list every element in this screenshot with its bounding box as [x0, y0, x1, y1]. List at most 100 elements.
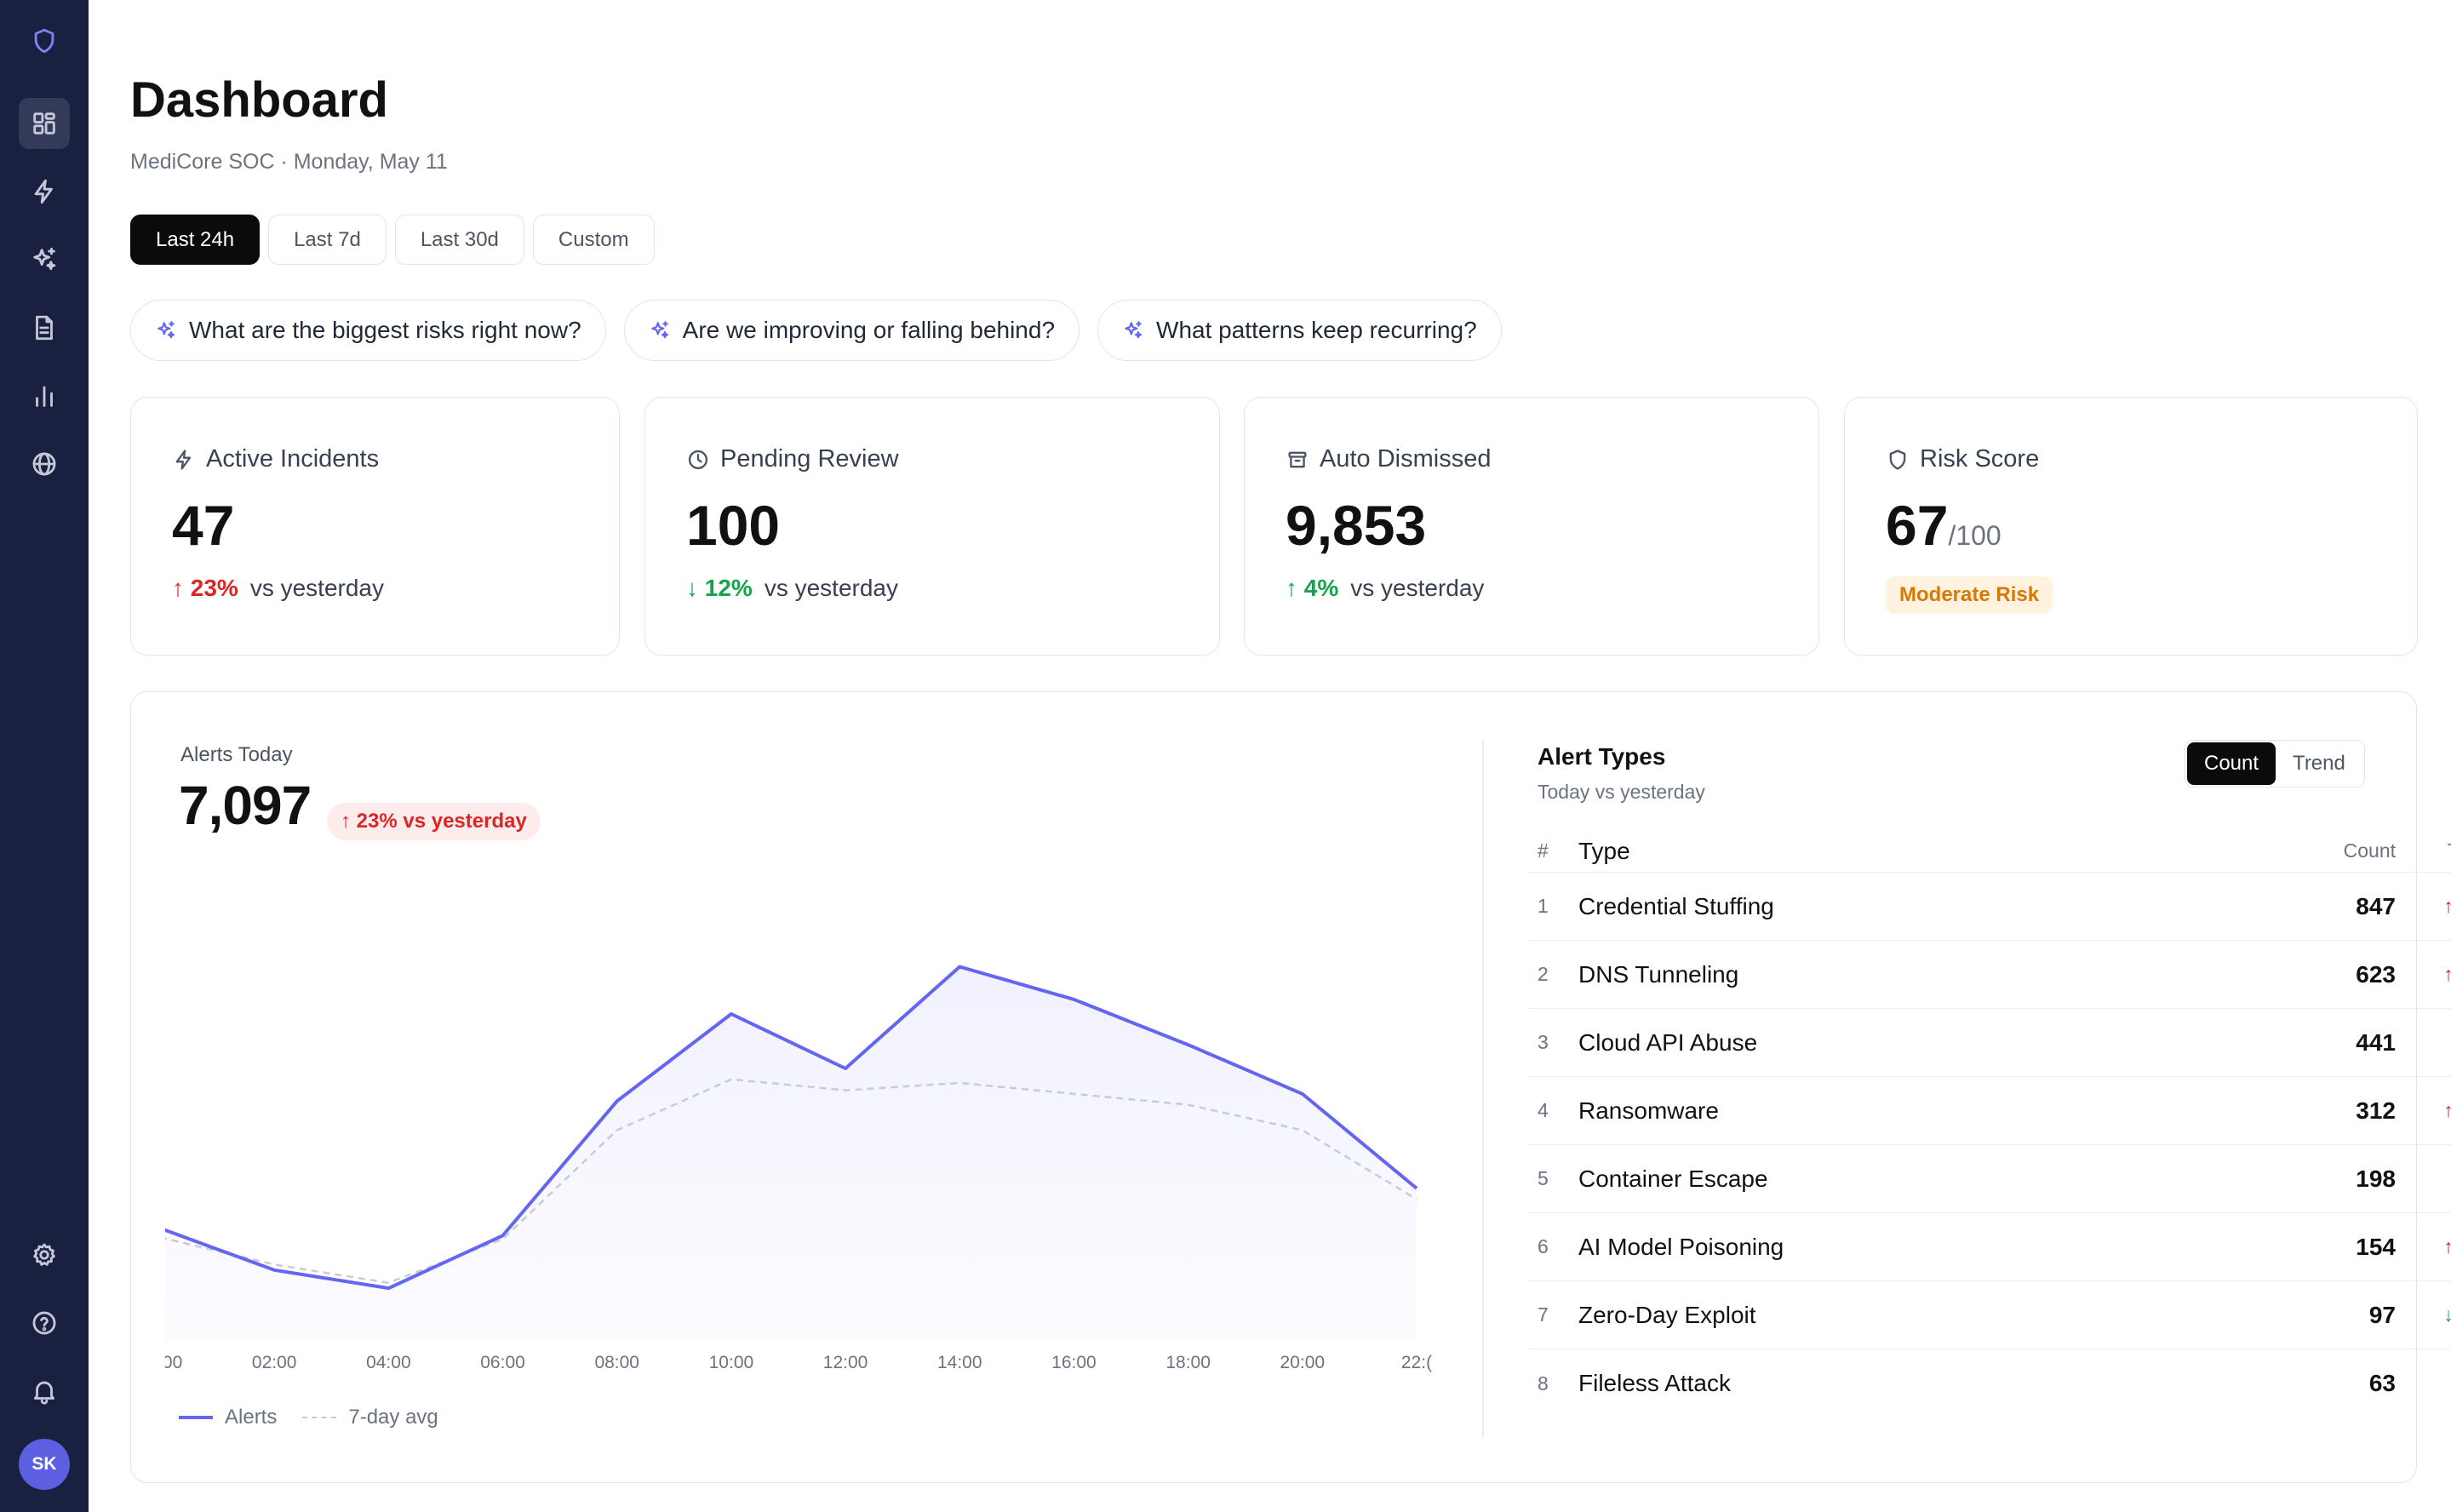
prompt-label: Are we improving or falling behind?	[682, 317, 1056, 343]
x-tick-label: 02:00	[252, 1353, 297, 1372]
x-tick-label: 08:00	[594, 1353, 639, 1372]
row-type: Credential Stuffing	[1578, 892, 1774, 919]
stat-delta: ↑ 23% vs yesterday	[172, 575, 384, 602]
stat-card-header: Auto Dismissed	[1286, 445, 1491, 473]
toggle-count[interactable]: Count	[2187, 742, 2276, 785]
sidebar-item-settings[interactable]	[19, 1229, 70, 1280]
sidebar-item-notifications[interactable]	[19, 1366, 70, 1417]
x-tick-label: 16:00	[1051, 1353, 1097, 1372]
lightning-icon	[175, 449, 192, 470]
stat-value: 100	[686, 494, 781, 557]
column-header-count[interactable]: Count	[2343, 839, 2396, 862]
range-tab-30d[interactable]: Last 30d	[394, 215, 524, 265]
range-tab-custom[interactable]: Custom	[532, 215, 655, 265]
x-tick-label: 22:(	[1401, 1353, 1432, 1372]
stat-delta: ↑ 4% vs yesterday	[1286, 575, 1484, 602]
series-line-7day-avg	[165, 1078, 1417, 1285]
stat-card-active-incidents[interactable]: Active Incidents 47 ↑ 23% vs yesterday	[130, 397, 620, 656]
row-count: 441	[2356, 1028, 2396, 1056]
page-title: Dashboard	[130, 72, 388, 128]
row-count: 198	[2356, 1165, 2396, 1192]
stat-card-header: Active Incidents	[172, 445, 379, 473]
avatar[interactable]: SK	[19, 1439, 70, 1490]
row-type: Zero-Day Exploit	[1578, 1301, 1756, 1328]
row-count: 623	[2356, 960, 2396, 988]
sidebar-item-ai-insights[interactable]	[19, 234, 70, 285]
row-trend: ↑ 41%	[2443, 1235, 2451, 1257]
row-type: Container Escape	[1578, 1165, 1768, 1192]
help-circle-icon	[32, 1311, 56, 1335]
shield-icon[interactable]	[19, 15, 70, 66]
sparkles-icon	[157, 321, 175, 339]
stat-card-header: Risk Score	[1886, 445, 2039, 473]
x-tick-label: 18:00	[1165, 1353, 1211, 1372]
prompt-chip[interactable]: What are the biggest risks right now?	[130, 300, 606, 361]
panel-divider	[1482, 740, 1484, 1438]
delta-down-value: ↓ 12%	[686, 575, 753, 601]
stat-label: Active Incidents	[206, 445, 380, 472]
table-row[interactable]: 4 Ransomware 312 ↑ 89%	[1527, 1077, 2451, 1145]
suggested-prompts: What are the biggest risks right now? Ar…	[130, 300, 1502, 361]
row-count: 847	[2356, 892, 2396, 919]
alerts-delta-badge: ↑ 23% vs yesterday	[327, 803, 541, 840]
sidebar-item-analytics[interactable]	[19, 370, 70, 421]
document-icon	[36, 315, 53, 341]
legend-item-7day-avg[interactable]: 7-day avg	[302, 1406, 438, 1429]
stat-card-auto-dismissed[interactable]: Auto Dismissed 9,853 ↑ 4% vs yesterday	[1244, 397, 1819, 656]
range-tab-24h[interactable]: Last 24h	[130, 215, 261, 265]
row-rank: 8	[1538, 1372, 1549, 1395]
delta-up-value: ↑ 23%	[172, 575, 238, 601]
sidebar-item-network[interactable]	[19, 438, 70, 490]
prompt-chip[interactable]: What patterns keep recurring?	[1097, 300, 1502, 361]
x-tick-label: 06:00	[480, 1353, 525, 1372]
legend-label: 7-day avg	[348, 1406, 438, 1429]
bar-chart-icon	[36, 386, 53, 407]
toggle-trend[interactable]: Trend	[2293, 752, 2345, 775]
row-count: 312	[2356, 1097, 2396, 1124]
alerts-line-chart[interactable]: 0300600900120000:0002:0004:0006:0008:001…	[165, 871, 1493, 1382]
column-header-type[interactable]: Type	[1578, 837, 1630, 864]
table-row[interactable]: 3 Cloud API Abuse 441↓ 5%	[1527, 1009, 2451, 1077]
stat-label: Auto Dismissed	[1320, 445, 1492, 472]
alerts-area	[165, 966, 1417, 1341]
table-header: # Type Count Trend	[1527, 830, 2451, 873]
row-type: Cloud API Abuse	[1578, 1028, 1758, 1056]
x-tick-label: 14:00	[937, 1353, 982, 1372]
row-type: DNS Tunneling	[1578, 960, 1739, 988]
status-badge: Moderate Risk	[1886, 576, 2053, 614]
table-row[interactable]: 1 Credential Stuffing 847 ↑ 34%	[1527, 873, 2451, 941]
row-trend: ↓ 5%	[2396, 1031, 2451, 1054]
risk-score-max: /100	[1948, 520, 2001, 551]
shield-icon	[1889, 449, 1906, 470]
sidebar-item-dashboard[interactable]	[19, 98, 70, 149]
legend-item-alerts[interactable]: Alerts	[179, 1406, 277, 1429]
sidebar-item-incidents[interactable]	[19, 166, 70, 217]
stat-card-risk-score[interactable]: Risk Score 67/100 Moderate Risk	[1844, 397, 2418, 656]
stat-card-pending-review[interactable]: Pending Review 100 ↓ 12% vs yesterday	[644, 397, 1220, 656]
delta-percent: 4%	[1303, 575, 1339, 601]
table-row[interactable]: 2 DNS Tunneling 623 ↑ 12%	[1527, 941, 2451, 1009]
row-trend: ↑ 7%	[2396, 1372, 2451, 1395]
row-trend: ↑ 34%	[2443, 895, 2451, 917]
row-rank: 6	[1538, 1235, 1549, 1257]
prompt-chip[interactable]: Are we improving or falling behind?	[623, 300, 1080, 361]
table-row[interactable]: 8 Fileless Attack 63↑ 7%	[1527, 1349, 2451, 1418]
table-row[interactable]: 7 Zero-Day Exploit 97 ↓ 12%	[1527, 1281, 2451, 1349]
column-header-rank: #	[1538, 839, 1549, 862]
prompt-label: What are the biggest risks right now?	[189, 317, 581, 343]
stat-card-header: Pending Review	[686, 445, 899, 473]
row-count: 97	[2368, 1301, 2396, 1328]
alerts-today-label: Alerts Today	[180, 743, 293, 766]
sidebar-item-help[interactable]	[19, 1297, 70, 1349]
table-row[interactable]: 5 Container Escape 198↑ 2%	[1527, 1145, 2451, 1213]
row-type: Ransomware	[1578, 1097, 1719, 1124]
sidebar-item-reports[interactable]	[19, 302, 70, 353]
lightning-icon	[34, 179, 53, 204]
range-tab-7d[interactable]: Last 7d	[268, 215, 387, 265]
table-row[interactable]: 6 AI Model Poisoning 154 ↑ 41%	[1527, 1213, 2451, 1281]
column-header-trend[interactable]: Trend	[2396, 839, 2451, 862]
legend-label: Alerts	[225, 1406, 278, 1429]
gear-icon	[33, 1243, 55, 1266]
stat-label: Risk Score	[1920, 445, 2040, 472]
